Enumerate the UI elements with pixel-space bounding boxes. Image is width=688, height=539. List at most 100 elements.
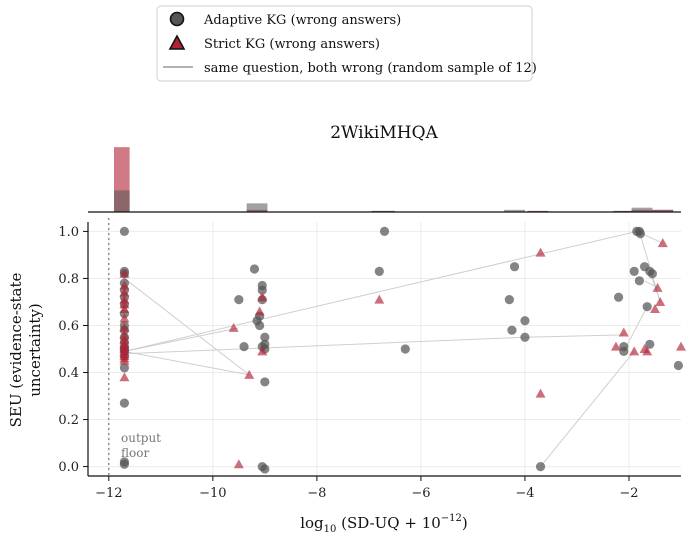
strict-point [655, 296, 666, 306]
strict-point [119, 322, 130, 332]
adaptive-point [257, 285, 267, 295]
strict-point [535, 247, 546, 257]
x-tick-label: −10 [199, 486, 226, 501]
adaptive-point [239, 342, 249, 352]
legend-triangle-marker [168, 34, 186, 50]
hist-bar-adaptive [246, 203, 268, 212]
x-axis-label-close: ) [462, 514, 468, 532]
strict-point [228, 322, 239, 332]
adaptive-point [509, 262, 520, 272]
legend-frame [156, 5, 533, 82]
y-tick-label: 0.8 [58, 272, 79, 287]
adaptive-point [507, 325, 517, 335]
adaptive-point [260, 377, 270, 387]
strict-point [244, 369, 255, 379]
strict-point [535, 388, 546, 398]
y-axis-label: SEU (evidence-state uncertainty) [7, 273, 44, 428]
x-tick-label: −2 [619, 486, 638, 501]
strict-point [119, 313, 130, 323]
strict-point [119, 372, 130, 382]
grid [88, 222, 681, 476]
legend: Adaptive KG (wrong answers) Strict KG (w… [156, 5, 537, 82]
adaptive-point [504, 295, 514, 305]
adaptive-point [613, 292, 624, 302]
marginal-histogram [114, 147, 674, 212]
strict-point [119, 304, 130, 314]
adaptive-point [634, 276, 644, 286]
adaptive-point [374, 266, 384, 276]
x-tick-label: −4 [515, 486, 534, 501]
x-axis-label-exponent: −12 [441, 513, 462, 524]
strict-point [652, 282, 663, 292]
y-tick-label: 0.0 [58, 460, 79, 475]
adaptive-point [234, 295, 244, 305]
strict-point [119, 280, 130, 290]
adaptive-point [119, 398, 130, 408]
strict-point [257, 292, 268, 302]
y-axis-label-line2: uncertainty) [26, 303, 44, 397]
pair-line [124, 327, 239, 352]
adaptive-point [260, 464, 270, 474]
strict-point [629, 346, 640, 356]
annotation-output: output [121, 431, 161, 445]
strict-point [676, 341, 686, 351]
adaptive-point [647, 269, 657, 279]
pair-line [124, 350, 250, 376]
adaptive-point [629, 266, 639, 276]
adaptive-point [673, 360, 683, 371]
legend-label-adaptive: Adaptive KG (wrong answers) [203, 13, 401, 28]
pair-lines [124, 230, 663, 467]
hist-bar-adaptive [504, 209, 525, 212]
legend-label-strict: Strict KG (wrong answers) [204, 37, 380, 52]
x-tick-label: −8 [307, 486, 326, 501]
adaptive-point [400, 344, 410, 354]
series-strict [119, 238, 686, 469]
x-axis-label-body: (SD-UQ + 10 [336, 514, 440, 532]
chart-title: 2WikiMHQA [330, 123, 438, 143]
hist-bar-adaptive [631, 207, 653, 212]
x-tick-label: −6 [411, 486, 430, 501]
legend-circle-marker [169, 11, 185, 27]
pair-line [540, 351, 635, 467]
strict-point [618, 327, 629, 337]
adaptive-point [645, 339, 655, 349]
y-tick-label: 1.0 [58, 225, 79, 240]
strict-point [119, 287, 130, 297]
x-axis-label: log10 (SD-UQ + 10−12) [300, 513, 468, 535]
adaptive-point [535, 461, 546, 472]
strict-point [119, 294, 130, 304]
strict-point [119, 268, 130, 278]
x-axis-label-base: 10 [324, 524, 337, 535]
y-tick-label: 0.4 [58, 366, 79, 381]
hist-bar-adaptive [652, 209, 674, 212]
strict-point [233, 459, 244, 469]
adaptive-point [255, 320, 265, 331]
strict-point [119, 299, 130, 309]
strict-point [254, 306, 265, 316]
pair-line [124, 278, 250, 376]
adaptive-point [249, 264, 260, 274]
y-tick-label: 0.6 [58, 319, 79, 334]
y-tick-label: 0.2 [58, 413, 79, 428]
strict-point [657, 238, 668, 248]
strict-point [119, 355, 130, 365]
annotation-floor: floor [121, 446, 149, 460]
adaptive-point [642, 302, 652, 312]
strict-point [649, 304, 660, 314]
strict-point [642, 346, 653, 356]
adaptive-point [635, 229, 646, 239]
legend-label-pairs: same question, both wrong (random sample… [204, 61, 537, 76]
strict-point [257, 346, 268, 356]
pair-line [623, 306, 648, 352]
strict-point [119, 329, 130, 339]
y-ticks: 0.0 0.2 0.4 0.6 0.8 1.0 [58, 225, 88, 475]
adaptive-point [119, 363, 130, 373]
adaptive-point [619, 346, 629, 356]
strict-point [374, 294, 385, 304]
strict-point [119, 334, 130, 344]
adaptive-point [119, 459, 130, 469]
x-tick-label: −12 [95, 486, 122, 501]
adaptive-point [260, 332, 270, 342]
x-ticks: −12 −10 −8 −6 −4 −2 [95, 476, 639, 501]
